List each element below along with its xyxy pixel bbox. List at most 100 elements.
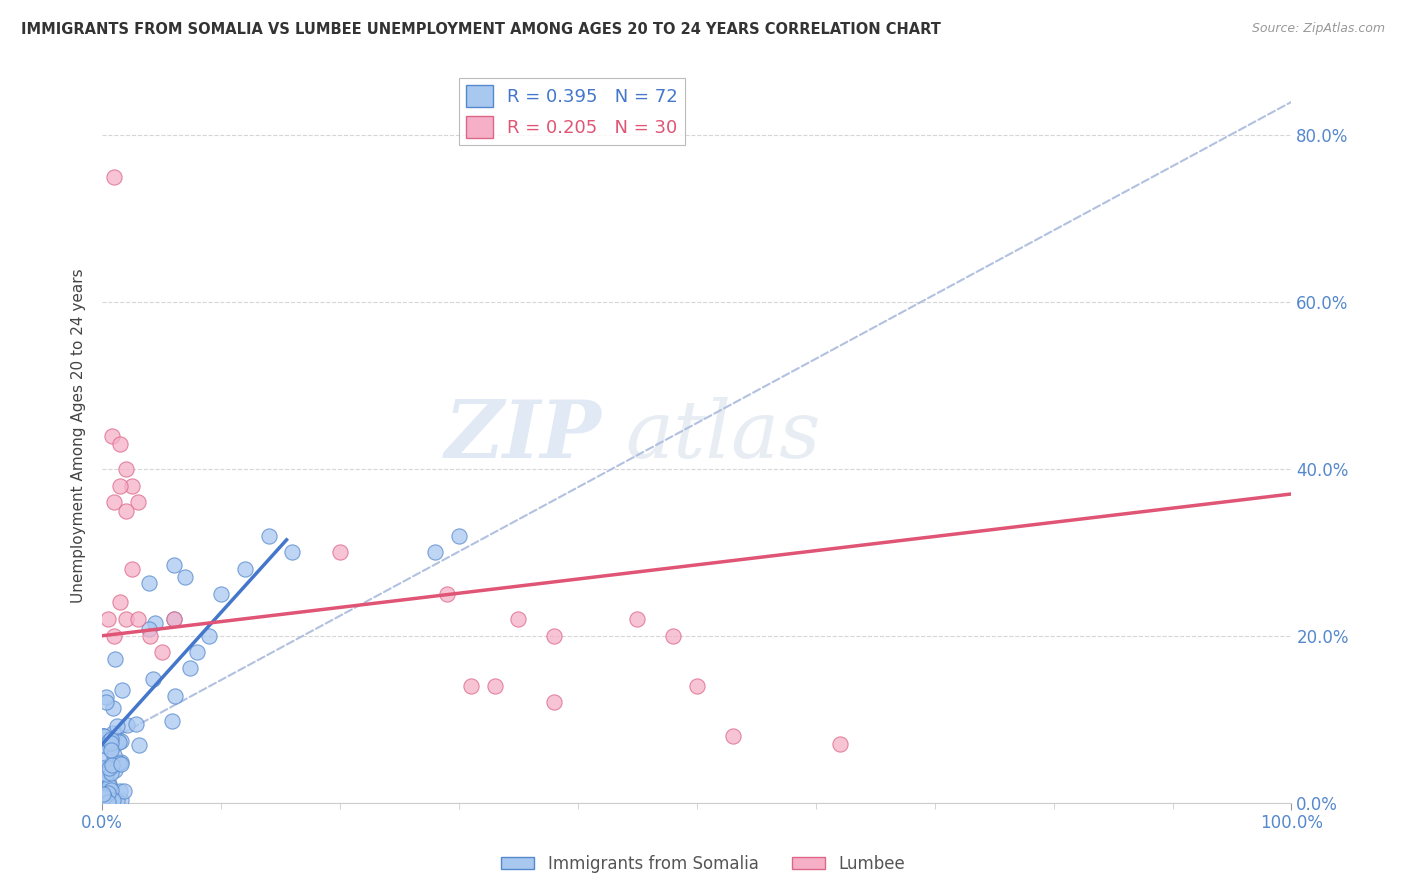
Point	[97, 787, 120, 801]
Point	[115, 462, 138, 476]
Point	[107, 733, 129, 747]
Point	[104, 651, 127, 665]
Point	[425, 545, 447, 559]
Point	[686, 679, 709, 693]
Point	[138, 576, 160, 591]
Point	[101, 754, 124, 768]
Point	[100, 766, 122, 780]
Point	[484, 679, 506, 693]
Point	[662, 629, 685, 643]
Point	[198, 629, 221, 643]
Point	[110, 755, 132, 769]
Point	[101, 793, 124, 807]
Point	[257, 529, 280, 543]
Point	[186, 645, 208, 659]
Point	[329, 545, 352, 559]
Point	[721, 729, 744, 743]
Point	[105, 719, 128, 733]
Point	[93, 784, 115, 798]
Point	[108, 784, 131, 798]
Point	[121, 562, 143, 576]
Point	[127, 495, 149, 509]
Point	[93, 763, 115, 777]
Y-axis label: Unemployment Among Ages 20 to 24 years: Unemployment Among Ages 20 to 24 years	[72, 268, 86, 603]
Point	[101, 726, 124, 740]
Point	[115, 612, 138, 626]
Point	[150, 645, 173, 659]
Point	[508, 612, 530, 626]
Point	[174, 570, 197, 584]
Point	[543, 629, 565, 643]
Point	[93, 789, 115, 803]
Point	[107, 756, 129, 770]
Point	[100, 758, 122, 772]
Point	[163, 558, 186, 573]
Point	[93, 790, 115, 805]
Point	[111, 683, 134, 698]
Point	[108, 478, 131, 492]
Text: IMMIGRANTS FROM SOMALIA VS LUMBEE UNEMPLOYMENT AMONG AGES 20 TO 24 YEARS CORRELA: IMMIGRANTS FROM SOMALIA VS LUMBEE UNEMPL…	[21, 22, 941, 37]
Point	[436, 587, 458, 601]
Point	[121, 478, 143, 492]
Point	[97, 761, 120, 775]
Point	[96, 690, 118, 704]
Point	[160, 714, 183, 728]
Point	[100, 760, 122, 774]
Point	[103, 495, 125, 509]
Point	[110, 757, 132, 772]
Text: atlas: atlas	[626, 397, 821, 475]
Point	[105, 794, 128, 808]
Point	[100, 736, 122, 750]
Point	[162, 612, 184, 626]
Point	[97, 763, 120, 777]
Point	[97, 795, 120, 809]
Point	[108, 437, 131, 451]
Point	[104, 763, 127, 777]
Point	[162, 612, 184, 626]
Point	[93, 729, 115, 743]
Point	[100, 731, 122, 746]
Point	[98, 734, 121, 748]
Point	[93, 729, 115, 743]
Legend: R = 0.395   N = 72, R = 0.205   N = 30: R = 0.395 N = 72, R = 0.205 N = 30	[458, 78, 685, 145]
Point	[103, 629, 125, 643]
Point	[110, 733, 132, 747]
Point	[94, 695, 117, 709]
Point	[115, 718, 138, 732]
Point	[97, 612, 120, 626]
Point	[138, 622, 160, 636]
Point	[104, 737, 127, 751]
Point	[93, 752, 115, 766]
Point	[94, 739, 117, 754]
Point	[93, 760, 115, 774]
Point	[179, 661, 201, 675]
Point	[127, 612, 149, 626]
Point	[93, 729, 115, 743]
Point	[108, 595, 131, 609]
Point	[626, 612, 648, 626]
Point	[96, 766, 118, 780]
Text: Source: ZipAtlas.com: Source: ZipAtlas.com	[1251, 22, 1385, 36]
Point	[112, 784, 135, 798]
Point	[100, 428, 122, 442]
Point	[209, 587, 232, 601]
Point	[103, 747, 125, 762]
Point	[128, 738, 150, 752]
Point	[93, 787, 115, 801]
Point	[828, 737, 851, 751]
Point	[98, 739, 121, 754]
Point	[125, 716, 148, 731]
Text: ZIP: ZIP	[444, 397, 602, 475]
Point	[100, 783, 122, 797]
Point	[115, 503, 138, 517]
Point	[103, 701, 125, 715]
Point	[543, 696, 565, 710]
Point	[142, 672, 165, 686]
Point	[447, 529, 470, 543]
Point	[233, 562, 256, 576]
Point	[96, 760, 118, 774]
Point	[163, 689, 186, 703]
Legend: Immigrants from Somalia, Lumbee: Immigrants from Somalia, Lumbee	[494, 848, 912, 880]
Point	[110, 793, 132, 807]
Point	[100, 742, 122, 756]
